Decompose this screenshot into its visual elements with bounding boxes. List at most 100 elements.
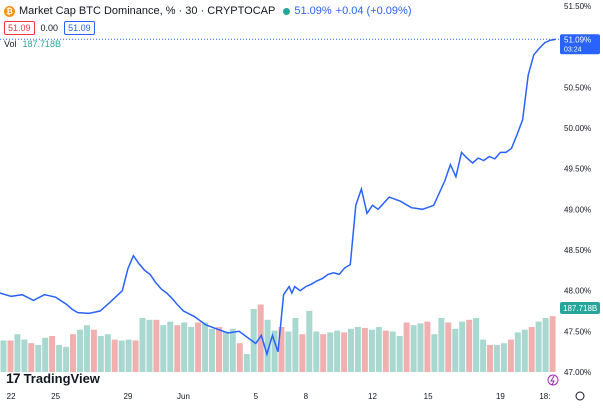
volume-bar (417, 323, 424, 372)
x-tick-label: 18: (539, 392, 550, 401)
volume-bar (368, 329, 375, 372)
volume-bar (216, 327, 222, 372)
volume-bar (292, 318, 299, 372)
volume-bar (514, 332, 521, 372)
volume-bar (445, 322, 452, 372)
volume-bar (521, 329, 528, 372)
x-tick-label: 19 (496, 392, 505, 401)
volume-bar (410, 325, 417, 372)
volume-bar (63, 346, 70, 372)
sell-button[interactable]: 51.09 (4, 21, 35, 35)
volume-bar (160, 325, 167, 372)
volume-bar (549, 316, 556, 372)
y-tick-label: 48.00% (564, 287, 591, 296)
volume-bar (222, 331, 229, 372)
volume-bar (389, 331, 396, 372)
tradingview-icon: 17 (6, 370, 21, 386)
price-line-series (0, 38, 557, 357)
tradingview-logo[interactable]: 17 TradingView (6, 370, 100, 386)
last-price-tag-value: 51.09% (564, 35, 591, 44)
volume-bar (83, 325, 90, 372)
volume-bar (466, 319, 473, 372)
volume-label: Vol (4, 39, 17, 49)
price-change: +0.04 (+0.09%) (335, 5, 412, 17)
lightning-icon[interactable] (547, 374, 559, 386)
volume-bar (56, 345, 63, 372)
volume-bar (375, 327, 382, 372)
volume-bar (21, 339, 28, 372)
y-tick-label: 49.50% (564, 165, 591, 174)
volume-bar (480, 339, 487, 372)
last-price-tag (560, 34, 600, 55)
trade-row: 51.09 0.00 51.09 (4, 21, 95, 35)
volume-bars (0, 304, 556, 372)
volume-bar (306, 310, 313, 372)
x-tick-label: 25 (51, 392, 60, 401)
logo-text: TradingView (23, 370, 100, 386)
volume-bar (49, 336, 56, 372)
volume-bar (250, 309, 257, 372)
price-axis: 51.50%51.00%50.50%50.00%49.50%49.00%48.5… (564, 2, 591, 377)
volume-tag-value: 187.718B (563, 304, 597, 313)
volume-bar (181, 322, 188, 372)
y-tick-label: 50.00% (564, 124, 591, 133)
volume-bar (174, 325, 181, 372)
bitcoin-icon: ₿ (4, 5, 15, 17)
volume-bar (35, 345, 42, 372)
volume-bar (132, 340, 139, 372)
volume-bar (153, 319, 160, 372)
volume-bar (500, 343, 507, 372)
volume-bar (97, 336, 104, 372)
volume-bar (278, 327, 285, 372)
axis-tags: 51.09% 03:24 187.718B (547, 34, 600, 401)
symbol-header: ₿ Market Cap BTC Dominance, % · 30 · CRY… (4, 3, 412, 19)
volume-bar (320, 334, 327, 372)
y-tick-label: 48.50% (564, 246, 591, 255)
volume-bar (528, 327, 535, 372)
volume-bar (382, 330, 389, 372)
volume-bar (348, 328, 354, 372)
volume-bar (42, 337, 49, 372)
volume-bar (7, 340, 14, 372)
x-tick-label: 29 (123, 392, 132, 401)
y-tick-label: 51.50% (564, 2, 591, 11)
y-tick-label: 49.00% (564, 205, 591, 214)
volume-bar (209, 328, 215, 372)
symbol-title[interactable]: Market Cap BTC Dominance, % · 30 · CRYPT… (19, 5, 276, 17)
volume-bar (125, 339, 132, 372)
x-tick-label: Jun (177, 392, 190, 401)
volume-bar (507, 339, 514, 372)
volume-bar (195, 322, 202, 372)
volume-bar (202, 322, 209, 372)
buy-button[interactable]: 51.09 (64, 21, 95, 35)
y-tick-label: 47.50% (564, 327, 591, 336)
volume-bar (77, 329, 83, 372)
volume-bar (459, 321, 466, 372)
gear-icon[interactable] (575, 391, 585, 401)
volume-bar (14, 334, 21, 372)
volume-bar (139, 318, 146, 372)
volume-bar (167, 321, 174, 372)
volume-bar (243, 354, 250, 372)
volume-bar (0, 340, 7, 372)
volume-bar (438, 318, 445, 372)
volume-bar (431, 334, 438, 372)
volume-bar (146, 319, 153, 372)
x-tick-label: 5 (254, 392, 259, 401)
volume-legend[interactable]: Vol 187.718B (4, 39, 61, 49)
volume-bar (264, 319, 271, 372)
volume-bar (285, 331, 292, 372)
volume-bar (361, 327, 368, 372)
volume-bar (452, 328, 459, 372)
volume-bar (487, 345, 493, 372)
y-tick-label: 47.00% (564, 368, 591, 377)
volume-bar (403, 322, 410, 372)
volume-bar (542, 318, 549, 372)
last-price: 51.09% (294, 5, 332, 17)
volume-bar (299, 334, 306, 372)
volume-bar (188, 327, 195, 372)
market-status-icon[interactable] (283, 7, 291, 15)
volume-bar (257, 304, 264, 372)
volume-bar (271, 330, 278, 372)
